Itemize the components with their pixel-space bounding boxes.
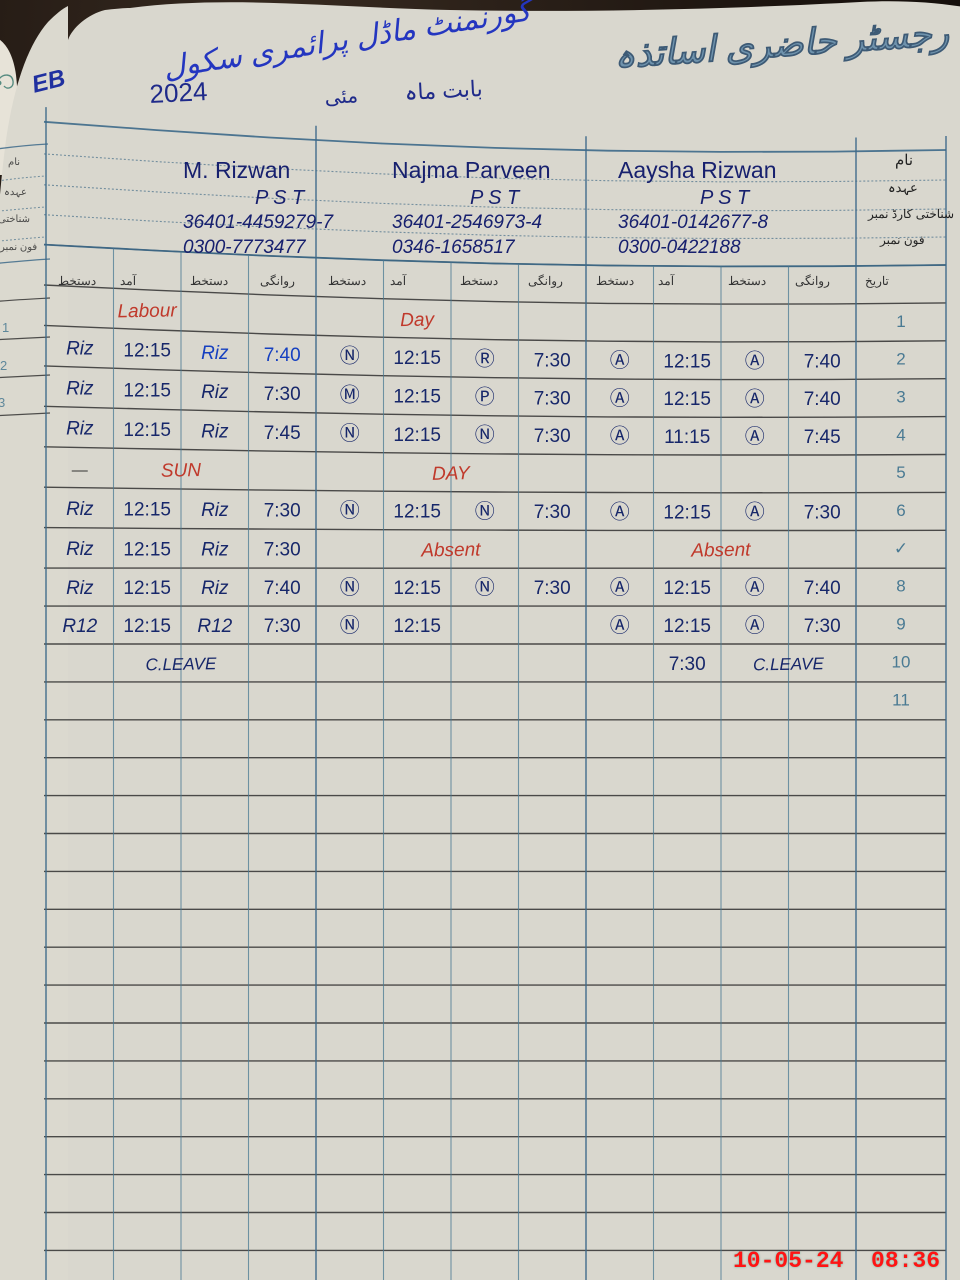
svg-text:Ⓜ: Ⓜ [340, 383, 360, 406]
svg-text:7:30: 7:30 [264, 616, 301, 637]
svg-text:12:15: 12:15 [123, 341, 171, 362]
svg-text:12:15: 12:15 [663, 578, 711, 599]
svg-text:Ⓝ: Ⓝ [340, 614, 360, 637]
svg-text:7:30: 7:30 [534, 578, 571, 599]
svg-text:7:40: 7:40 [804, 351, 841, 372]
svg-text:Riz: Riz [201, 500, 229, 521]
svg-text:7:30: 7:30 [669, 654, 706, 675]
svg-text:Riz: Riz [201, 422, 229, 443]
svg-text:7:30: 7:30 [534, 350, 571, 371]
svg-text:Ⓝ: Ⓝ [475, 424, 495, 447]
svg-text:12:15: 12:15 [663, 616, 711, 637]
svg-text:12:15: 12:15 [123, 539, 171, 560]
svg-text:Ⓝ: Ⓝ [475, 576, 495, 599]
svg-text:7:40: 7:40 [804, 389, 841, 410]
svg-text:Ⓐ: Ⓐ [610, 425, 630, 448]
svg-text:DAY: DAY [432, 463, 471, 485]
svg-text:Ⓐ: Ⓐ [745, 576, 765, 599]
svg-text:2: 2 [896, 350, 905, 369]
svg-text:Riz: Riz [66, 499, 94, 520]
svg-text:Absent: Absent [420, 539, 481, 561]
svg-text:R12: R12 [197, 616, 232, 637]
svg-text:Ⓝ: Ⓝ [340, 345, 360, 368]
svg-text:7:30: 7:30 [804, 616, 841, 637]
svg-text:Riz: Riz [66, 578, 94, 599]
svg-text:Ⓐ: Ⓐ [745, 387, 765, 410]
svg-text:12:15: 12:15 [393, 425, 441, 446]
svg-text:Ⓝ: Ⓝ [340, 499, 360, 522]
svg-text:12:15: 12:15 [393, 348, 441, 369]
svg-text:7:30: 7:30 [804, 502, 841, 523]
svg-text:10: 10 [892, 653, 911, 672]
svg-text:Ⓐ: Ⓐ [745, 500, 765, 523]
svg-text:9: 9 [896, 615, 905, 634]
svg-text:12:15: 12:15 [663, 351, 711, 372]
svg-text:12:15: 12:15 [393, 616, 441, 637]
svg-text:Ⓐ: Ⓐ [610, 387, 630, 410]
svg-text:Ⓐ: Ⓐ [610, 576, 630, 599]
svg-text:11: 11 [892, 690, 910, 709]
svg-text:7:30: 7:30 [534, 388, 571, 409]
svg-text:Ⓝ: Ⓝ [475, 500, 495, 523]
svg-text:11:15: 11:15 [664, 427, 710, 448]
svg-text:7:30: 7:30 [264, 501, 301, 522]
svg-text:12:15: 12:15 [393, 387, 441, 408]
svg-text:—: — [72, 462, 88, 479]
svg-text:Riz: Riz [66, 338, 94, 359]
svg-text:Day: Day [400, 309, 436, 331]
svg-text:12:15: 12:15 [123, 578, 171, 599]
svg-text:Ⓝ: Ⓝ [340, 576, 360, 599]
svg-text:Riz: Riz [66, 539, 94, 560]
svg-text:R12: R12 [62, 616, 97, 637]
svg-text:C.LEAVE: C.LEAVE [753, 654, 825, 674]
svg-text:Ⓝ: Ⓝ [340, 422, 360, 445]
svg-text:5: 5 [896, 463, 905, 482]
svg-text:Riz: Riz [66, 419, 94, 440]
svg-text:12:15: 12:15 [663, 389, 711, 410]
svg-text:C.LEAVE: C.LEAVE [145, 654, 217, 674]
svg-text:Ⓐ: Ⓐ [610, 349, 630, 372]
svg-text:Ⓐ: Ⓐ [745, 425, 765, 448]
svg-text:12:15: 12:15 [393, 502, 441, 523]
svg-text:4: 4 [896, 425, 905, 444]
svg-text:SUN: SUN [161, 460, 202, 482]
svg-text:12:15: 12:15 [393, 578, 441, 599]
svg-text:7:40: 7:40 [804, 578, 841, 599]
svg-text:Riz: Riz [201, 578, 229, 599]
svg-text:6: 6 [896, 501, 905, 520]
svg-text:Ⓐ: Ⓐ [745, 614, 765, 637]
svg-text:12:15: 12:15 [123, 380, 171, 401]
svg-text:Labour: Labour [117, 300, 177, 322]
svg-text:Ⓐ: Ⓐ [610, 614, 630, 637]
svg-text:7:30: 7:30 [264, 540, 301, 561]
svg-text:Riz: Riz [201, 382, 229, 403]
svg-text:Ⓐ: Ⓐ [610, 500, 630, 523]
svg-text:7:40: 7:40 [264, 345, 301, 366]
svg-text:Riz: Riz [201, 343, 229, 364]
svg-text:12:15: 12:15 [123, 616, 171, 637]
svg-text:7:40: 7:40 [264, 578, 301, 599]
svg-text:Ⓡ: Ⓡ [475, 347, 495, 370]
svg-text:12:15: 12:15 [123, 500, 171, 521]
svg-text:Absent: Absent [690, 540, 751, 562]
svg-text:7:30: 7:30 [534, 502, 571, 523]
svg-text:7:45: 7:45 [264, 423, 301, 444]
svg-text:7:30: 7:30 [534, 426, 571, 447]
svg-text:7:45: 7:45 [804, 427, 841, 448]
svg-text:Ⓟ: Ⓟ [475, 386, 495, 409]
svg-text:12:15: 12:15 [663, 502, 711, 523]
svg-text:✓: ✓ [894, 539, 908, 558]
svg-text:Riz: Riz [201, 540, 229, 561]
svg-text:Riz: Riz [66, 378, 94, 399]
svg-text:8: 8 [896, 577, 905, 596]
svg-text:7:30: 7:30 [264, 384, 301, 405]
svg-text:3: 3 [896, 388, 905, 407]
svg-text:1: 1 [896, 312, 905, 331]
svg-text:12:15: 12:15 [123, 420, 171, 441]
svg-text:Ⓐ: Ⓐ [745, 350, 765, 373]
